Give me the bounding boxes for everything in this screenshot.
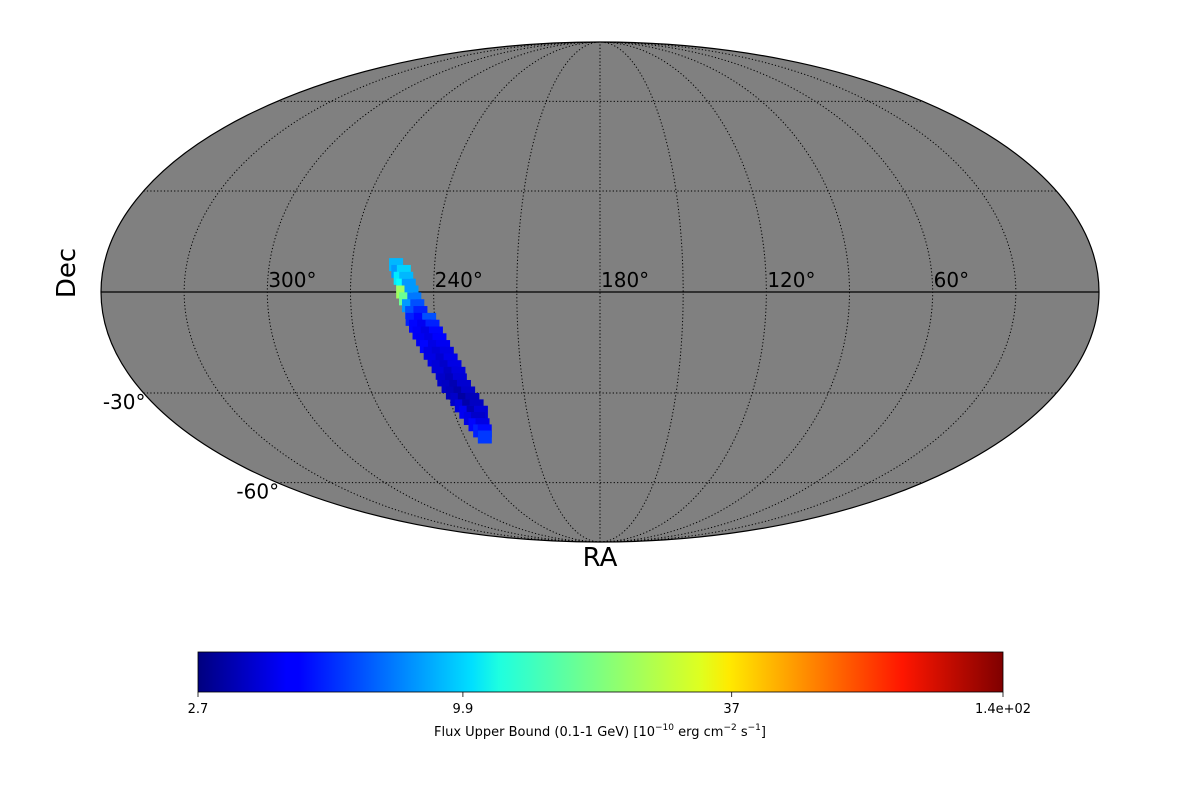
colorbar-label-part: erg cm bbox=[674, 725, 723, 740]
y-axis-label: Dec bbox=[52, 248, 82, 298]
colorbar bbox=[197, 651, 1004, 693]
x-tick-label: 180° bbox=[601, 268, 649, 292]
y-tick-label: -30° bbox=[103, 390, 146, 414]
colorbar-tick-label: 37 bbox=[723, 702, 740, 717]
x-tick-label: 300° bbox=[268, 268, 316, 292]
pixels bbox=[389, 258, 492, 444]
colorbar-tick-label: 1.4e+02 bbox=[975, 702, 1031, 717]
colorbar-label-superscript: −2 bbox=[723, 723, 736, 733]
colorbar-label-part: Flux Upper Bound (0.1-1 GeV) [10 bbox=[434, 725, 655, 740]
x-tick-label: 240° bbox=[435, 268, 483, 292]
x-axis-label: RA bbox=[583, 543, 618, 573]
meridian bbox=[349, 42, 601, 542]
graticule bbox=[101, 42, 1099, 542]
colorbar-label-superscript: −1 bbox=[748, 723, 761, 733]
colorbar-label: Flux Upper Bound (0.1-1 GeV) [10−10 erg … bbox=[434, 723, 766, 740]
colorbar-label-superscript: −10 bbox=[655, 723, 674, 733]
meridian bbox=[599, 42, 851, 542]
x-tick-label: 120° bbox=[767, 268, 815, 292]
sky-outline bbox=[100, 41, 1100, 543]
colorbar-tick-label: 2.7 bbox=[188, 702, 209, 717]
colorbar-tick-label: 9.9 bbox=[453, 702, 474, 717]
overlay: 300° 240° 180° 120° 60° -30° -60° bbox=[103, 268, 969, 504]
x-tick-label: 60° bbox=[934, 268, 969, 292]
sky-pixel bbox=[477, 430, 492, 444]
y-tick-label: -60° bbox=[236, 480, 279, 504]
colorbar-label-part: s bbox=[737, 725, 748, 740]
colorbar-label-part: ] bbox=[761, 725, 766, 740]
